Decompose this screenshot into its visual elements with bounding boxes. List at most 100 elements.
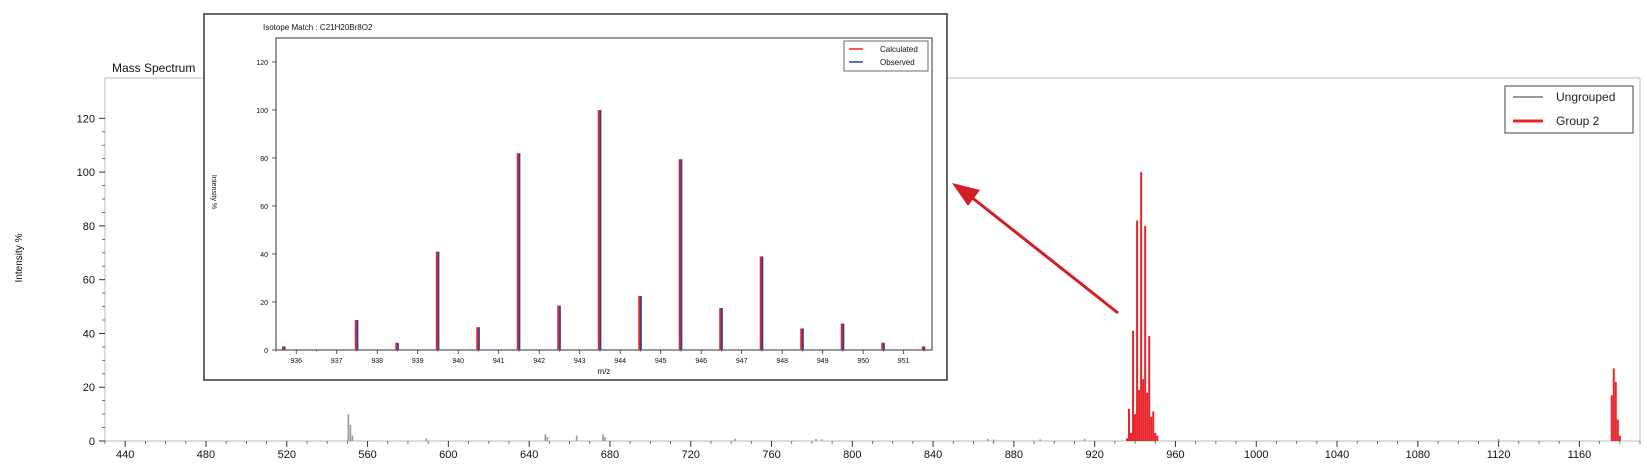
inset-x-axis: 936 937 938 939 940 941 942 943 944 945 946 947 948 9… (275, 350, 925, 365)
main-x-tick-label: 840 (924, 449, 942, 461)
inset-x-tick-label: 951 (898, 358, 910, 365)
calculated-bar (759, 256, 762, 350)
calculated-bar (395, 342, 398, 350)
main-x-tick-label: 1160 (1568, 449, 1592, 461)
main-x-tick-label: 600 (439, 449, 457, 461)
inset-x-tick-label: 949 (817, 358, 829, 365)
main-x-tick-label: 520 (278, 449, 296, 461)
inset-x-tick-label: 937 (331, 358, 343, 365)
calculated-bar (881, 342, 884, 350)
inset-y-tick-label: 20 (260, 300, 268, 307)
main-x-axis: 440 480 520 560 600 640 680 720 760 800 840 880 920 9… (104, 441, 1641, 461)
inset-y-tick-label: 0 (264, 348, 268, 355)
main-data-bars (347, 172, 1621, 441)
main-x-tick-label: 760 (762, 449, 780, 461)
calculated-bar (557, 305, 560, 350)
observed-bar (883, 342, 885, 350)
main-x-tick-label: 640 (520, 449, 538, 461)
legend-group2-label: Group 2 (1556, 114, 1600, 128)
inset-x-tick-label: 948 (776, 358, 788, 365)
calculated-bar (840, 323, 843, 350)
main-x-tick-label: 1080 (1406, 449, 1430, 461)
main-y-tick-label: 60 (83, 275, 95, 287)
main-x-tick-label: 920 (1085, 449, 1103, 461)
main-y-tick-label: 0 (89, 436, 95, 448)
observed-bar (283, 346, 286, 350)
main-legend-box (1504, 85, 1634, 134)
inset-data-bars (281, 110, 926, 350)
observed-bar (680, 159, 683, 350)
main-x-tick-label: 960 (1166, 449, 1184, 461)
observed-bar (559, 305, 561, 350)
inset-x-tick-label: 941 (493, 358, 505, 365)
inset-y-tick-label: 60 (260, 204, 268, 211)
arrow-shaft (969, 194, 1119, 315)
main-x-tick-label: 1000 (1244, 449, 1268, 461)
inset-y-tick-label: 80 (260, 156, 268, 163)
main-chart-title: Mass Spectrum (112, 61, 195, 75)
inset-x-tick-label: 946 (695, 358, 707, 365)
main-x-tick-label: 1120 (1487, 449, 1511, 461)
main-y-tick-label: 40 (83, 328, 95, 340)
calculated-bar (638, 296, 641, 350)
inset-y-tick-label: 40 (260, 252, 268, 259)
main-y-tick-label: 20 (83, 382, 95, 394)
inset-x-tick-label: 936 (290, 358, 302, 365)
inset-y-tick-label: 100 (256, 108, 268, 115)
observed-bar (640, 296, 642, 350)
inset-legend-box (843, 40, 929, 72)
inset-x-axis-label: m/z (598, 367, 611, 376)
inset-plot-area (275, 37, 933, 351)
inset-x-tick-label: 939 (412, 358, 424, 365)
main-x-tick-label: 560 (358, 449, 376, 461)
calculated-bar (597, 110, 600, 350)
observed-bar (761, 256, 764, 350)
legend-ungrouped-label: Ungrouped (1556, 90, 1615, 104)
observed-bar (518, 153, 521, 350)
observed-bar (599, 110, 602, 350)
arrow-head (952, 183, 980, 206)
inset-x-tick-label: 950 (857, 358, 869, 365)
calculated-bar (354, 320, 357, 350)
observed-bar (842, 323, 845, 350)
main-y-tick-label: 80 (83, 221, 95, 233)
inset-y-axis-label: Intensity % (210, 175, 217, 209)
observed-bar (721, 308, 723, 350)
observed-bar (923, 346, 926, 350)
calculated-bar (921, 346, 924, 350)
observed-bar (478, 327, 480, 350)
calculated-bar (719, 308, 722, 350)
calculated-bar (678, 159, 681, 350)
main-x-tick-label: 880 (1005, 449, 1023, 461)
inset-x-tick-label: 947 (736, 358, 748, 365)
main-x-tick-label: 1040 (1325, 449, 1349, 461)
main-x-tick-label: 800 (843, 449, 861, 461)
main-legend: Ungrouped Group 2 (1504, 85, 1634, 134)
calculated-bar (281, 346, 284, 350)
observed-bar (397, 342, 399, 350)
inset-legend: Calculated Observed (843, 40, 929, 72)
inset-x-tick-label: 940 (452, 358, 464, 365)
main-x-tick-label: 480 (197, 449, 215, 461)
inset-x-tick-label: 938 (371, 358, 383, 365)
main-x-tick-label: 680 (601, 449, 619, 461)
inset-y-axis: 0 20 40 60 80 100 120 (256, 60, 276, 355)
inset-title: Isotope Match : C21H20Br8O2 (263, 23, 373, 32)
main-x-tick-label: 720 (682, 449, 700, 461)
legend-calculated-label: Calculated (880, 45, 918, 54)
main-y-tick-label: 120 (77, 113, 95, 125)
main-y-axis: 0 20 40 60 80 100 120 (77, 113, 105, 448)
inset-y-tick-label: 120 (256, 60, 268, 67)
legend-observed-label: Observed (880, 58, 915, 67)
observed-bar (356, 320, 359, 350)
observed-bar (802, 328, 804, 350)
callout-arrow (952, 183, 1119, 315)
main-y-axis-label: Intensity % (14, 233, 25, 282)
inset-x-tick-label: 945 (655, 358, 667, 365)
observed-bar (437, 251, 440, 350)
inset-x-tick-label: 943 (574, 358, 586, 365)
main-x-tick-label: 440 (116, 449, 134, 461)
calculated-bar (435, 251, 438, 350)
isotope-match-inset: Isotope Match : C21H20Br8O2 Intensity % … (203, 13, 948, 381)
